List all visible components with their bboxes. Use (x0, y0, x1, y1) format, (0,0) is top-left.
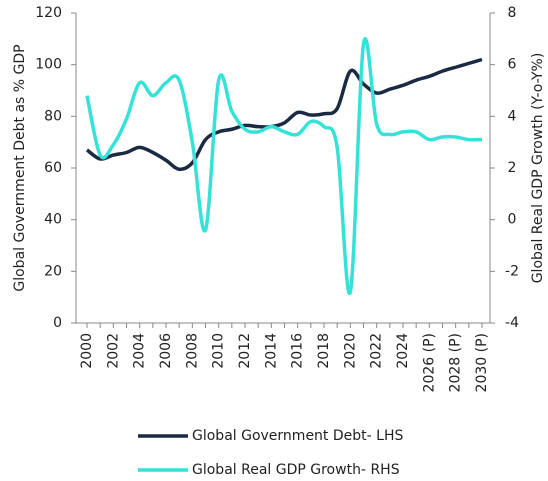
x-tick-label: 2004 (132, 333, 148, 369)
data-line (85, 37, 483, 296)
y-tick-label: 100 (35, 57, 62, 73)
legend-label: Global Real GDP Growth- RHS (192, 462, 400, 478)
x-tick-label: 2016 (290, 333, 306, 369)
x-tick-label: 2006 (158, 333, 174, 369)
x-tick-label: 2026 (P) (421, 333, 437, 392)
y2-tick-label: -4 (505, 315, 519, 331)
y2-tick-label: 6 (508, 57, 517, 73)
y-tick-label: 0 (53, 315, 62, 331)
y2-tick-label: -2 (505, 263, 519, 279)
legend-label: Global Government Debt- LHS (192, 428, 403, 444)
x-tick-label: 2002 (105, 333, 121, 369)
y-tick-label: 40 (44, 212, 62, 228)
y-tick-label: 80 (44, 108, 62, 124)
y-tick-label: 120 (35, 5, 62, 21)
x-tick-label: 2028 (P) (448, 333, 464, 392)
data-line (85, 57, 483, 172)
y-tick-label: 60 (44, 160, 62, 176)
x-tick-label: 2000 (79, 333, 95, 369)
x-tick-label: 2022 (369, 333, 385, 369)
x-tick-label: 2030 (P) (474, 333, 490, 392)
y-axis-title: Global Government Debt as % GDP (12, 44, 28, 291)
y-tick-label: 20 (44, 263, 62, 279)
y2-tick-label: 8 (508, 5, 517, 21)
x-tick-label: 2010 (211, 333, 227, 369)
y2-tick-label: 2 (508, 160, 517, 176)
x-tick-label: 2008 (184, 333, 200, 369)
x-tick-label: 2014 (263, 333, 279, 369)
x-tick-label: 2012 (237, 333, 253, 369)
y2-axis-title: Global Real GDP Growth (Y-o-Y%) (530, 53, 546, 284)
x-tick-label: 2024 (395, 333, 411, 369)
x-tick-label: 2018 (316, 333, 332, 369)
y2-tick-label: 4 (508, 108, 517, 124)
x-tick-label: 2020 (342, 333, 358, 369)
y2-tick-label: 0 (508, 212, 517, 228)
